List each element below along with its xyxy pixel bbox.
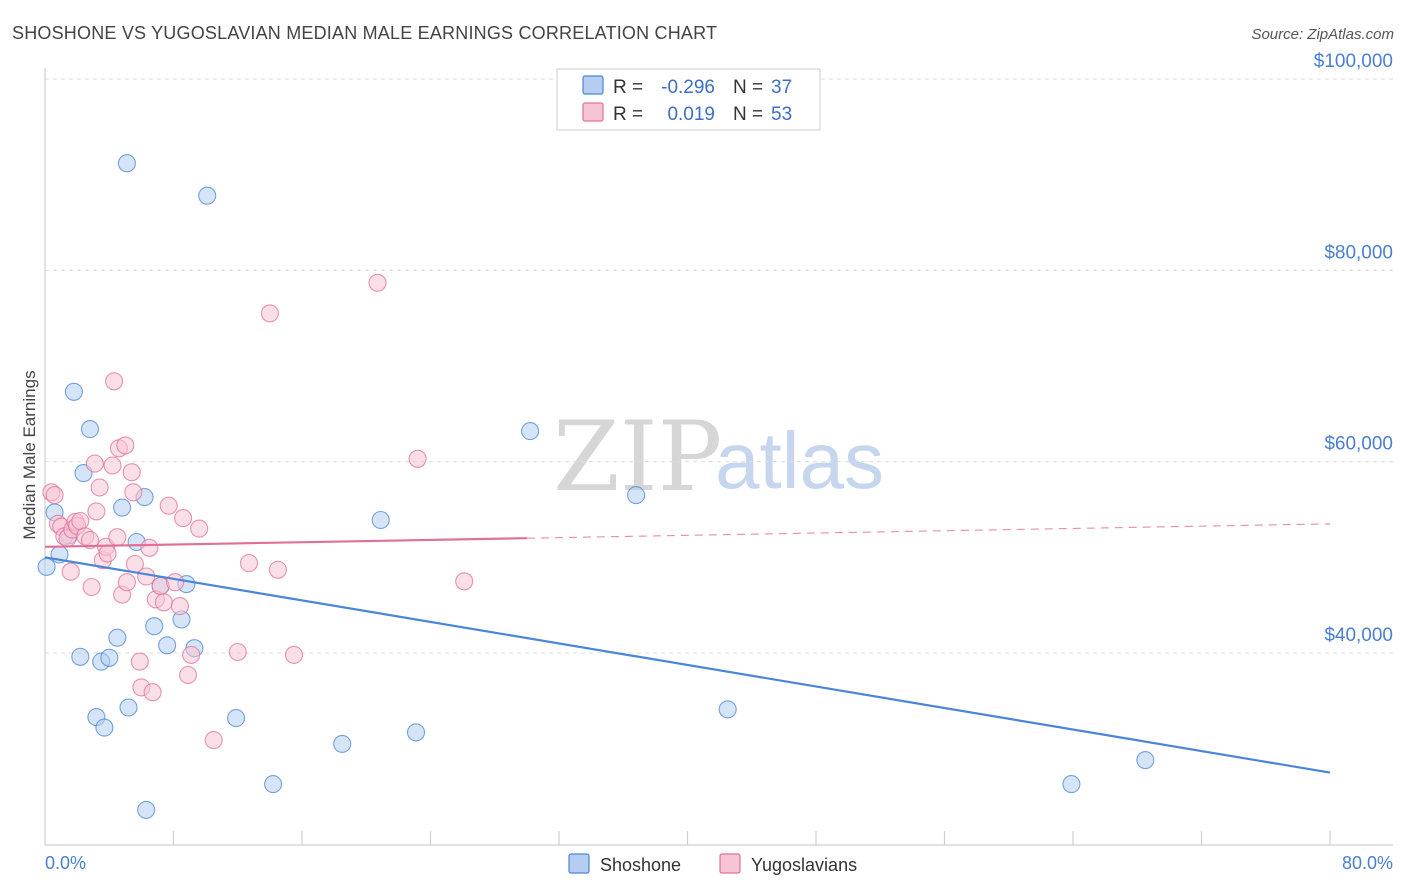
yugoslavians-point bbox=[122, 463, 141, 482]
shoshone-point bbox=[521, 422, 540, 441]
watermark-atlas: atlas bbox=[715, 416, 884, 505]
legend-box: R = -0.296 N = 37 R = 0.019 N = 53 bbox=[556, 68, 821, 131]
yugoslavians-trend-line-extension bbox=[526, 523, 1331, 539]
yugoslavians-point bbox=[174, 509, 193, 528]
yugoslavians-point bbox=[116, 436, 135, 455]
shoshone-point bbox=[119, 698, 138, 717]
bottom-legend-label-shoshone: Shoshone bbox=[600, 855, 681, 875]
legend-n-label-shoshone: N = bbox=[733, 77, 763, 98]
yugoslavians-point bbox=[98, 544, 117, 563]
yugoslavians-point bbox=[61, 562, 80, 581]
yugoslavians-point bbox=[260, 304, 279, 323]
yugoslavians-point bbox=[239, 554, 259, 573]
yugoslavians-point bbox=[154, 593, 173, 612]
yugoslavians-point bbox=[284, 645, 304, 664]
shoshone-point bbox=[406, 723, 426, 742]
yugoslavians-point bbox=[130, 652, 149, 671]
bottom-legend-swatch-yugoslavians bbox=[719, 853, 741, 874]
shoshone-point bbox=[627, 486, 646, 505]
shoshone-point bbox=[137, 800, 156, 819]
yugoslavians-point bbox=[108, 528, 127, 547]
shoshone-trend-line bbox=[44, 556, 1331, 774]
yugoslavians-point bbox=[105, 372, 124, 391]
bottom-legend: Shoshone Yugoslavians bbox=[568, 853, 857, 875]
shoshone-point bbox=[117, 154, 136, 173]
yugoslavians-point bbox=[117, 573, 136, 592]
shoshone-point bbox=[95, 718, 114, 737]
yugoslavians-point bbox=[368, 273, 387, 292]
yugoslavians-point bbox=[182, 645, 201, 664]
shoshone-point bbox=[1136, 751, 1155, 770]
chart-title: SHOSHONE VS YUGOSLAVIAN MEDIAN MALE EARN… bbox=[12, 23, 717, 43]
yugoslavians-point bbox=[159, 496, 178, 515]
shoshone-point bbox=[80, 420, 100, 439]
yugoslavians-point bbox=[71, 511, 90, 531]
y-tick-label-40000: $40,000 bbox=[1324, 625, 1393, 646]
legend-n-value-yugoslavians: 53 bbox=[771, 104, 792, 125]
shoshone-point bbox=[371, 510, 390, 530]
legend-r-label-yugoslavians: R = bbox=[613, 104, 643, 125]
yugoslavians-point bbox=[204, 731, 223, 750]
chart-source: Source: ZipAtlas.com bbox=[1251, 26, 1394, 43]
yugoslavians-point bbox=[190, 519, 209, 538]
yugoslavians-point bbox=[455, 572, 474, 591]
shoshone-point bbox=[333, 734, 352, 753]
axes bbox=[44, 68, 1393, 846]
yugoslavians-point bbox=[45, 486, 64, 505]
y-tick-label-80000: $80,000 bbox=[1324, 242, 1393, 263]
yugoslavians-point bbox=[228, 642, 247, 662]
shoshone-point bbox=[145, 617, 164, 636]
yugoslavians-point bbox=[143, 683, 162, 702]
yugoslavians-point bbox=[82, 577, 101, 597]
legend-r-value-yugoslavians: 0.019 bbox=[667, 104, 715, 125]
bottom-legend-label-yugoslavians: Yugoslavians bbox=[751, 855, 857, 875]
y-tick-label-60000: $60,000 bbox=[1324, 434, 1393, 455]
data-points bbox=[37, 154, 1155, 819]
shoshone-point bbox=[100, 648, 119, 667]
shoshone-point bbox=[158, 636, 177, 655]
yugoslavians-point bbox=[90, 478, 109, 497]
y-axis-label: Median Male Earnings bbox=[20, 370, 39, 539]
legend-swatch-yugoslavians bbox=[582, 102, 604, 122]
yugoslavians-trend-line bbox=[44, 537, 527, 548]
shoshone-point bbox=[113, 498, 132, 517]
legend-n-label-yugoslavians: N = bbox=[733, 104, 763, 125]
shoshone-point bbox=[64, 382, 83, 401]
legend-r-value-shoshone: -0.296 bbox=[661, 77, 715, 98]
yugoslavians-point bbox=[268, 560, 287, 579]
yugoslavians-point bbox=[137, 567, 156, 586]
yugoslavians-point bbox=[80, 531, 100, 550]
shoshone-point bbox=[227, 709, 246, 728]
bottom-legend-swatch-shoshone bbox=[568, 853, 590, 874]
yugoslavians-point bbox=[85, 454, 104, 473]
yugoslavians-point bbox=[103, 456, 122, 475]
trend-lines bbox=[44, 523, 1331, 774]
shoshone-point bbox=[108, 628, 127, 647]
y-tick-label-100000: $100,000 bbox=[1314, 51, 1393, 72]
shoshone-point bbox=[718, 700, 737, 719]
yugoslavians-point bbox=[140, 538, 159, 557]
yugoslavians-point bbox=[170, 597, 189, 616]
x-tick-marks bbox=[172, 831, 1331, 845]
yugoslavians-point bbox=[178, 665, 198, 685]
legend-swatch-shoshone bbox=[582, 75, 604, 95]
x-tick-label-min: 0.0% bbox=[45, 853, 86, 873]
yugoslavians-point bbox=[166, 573, 185, 592]
legend-r-label-shoshone: R = bbox=[613, 77, 643, 98]
yugoslavians-point bbox=[408, 449, 427, 468]
yugoslavians-point bbox=[124, 483, 143, 502]
shoshone-point bbox=[71, 647, 90, 666]
shoshone-point bbox=[37, 557, 56, 576]
shoshone-point bbox=[198, 186, 217, 205]
yugoslavians-point bbox=[87, 502, 106, 521]
x-tick-label-max: 80.0% bbox=[1342, 853, 1393, 873]
shoshone-point bbox=[264, 775, 283, 794]
legend-n-value-shoshone: 37 bbox=[771, 77, 792, 98]
shoshone-point bbox=[1062, 775, 1081, 794]
